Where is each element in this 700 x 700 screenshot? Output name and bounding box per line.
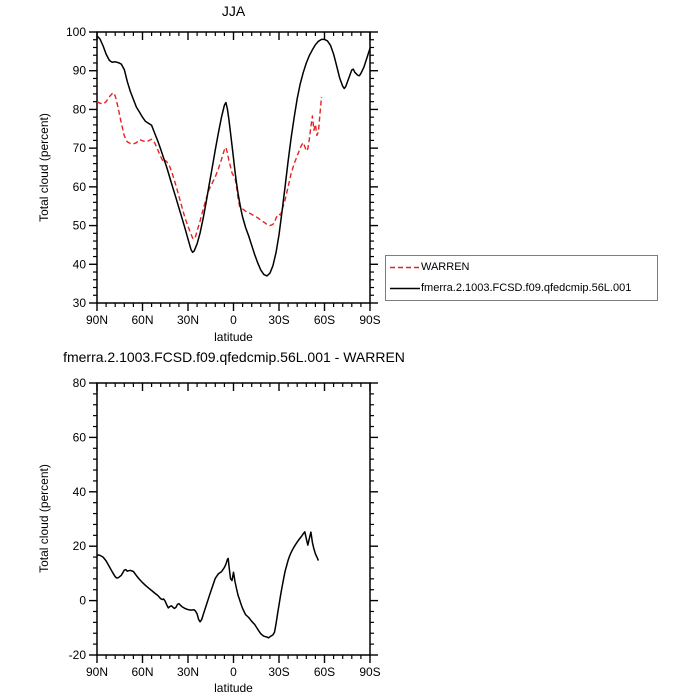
y-tick-label: 0 [79,594,86,608]
top-y-axis-label: Total cloud (percent) [37,113,51,222]
x-tick-label: 60S [314,313,335,327]
y-tick-label: -20 [69,648,87,662]
dashed-line-sample-icon [390,266,420,269]
series-line-fmerra-2-1003-fcsd-f09-qfedcmip-56l-001 [96,35,371,277]
x-tick-label: 30N [177,313,199,327]
y-tick-label: 30 [73,296,87,310]
bottom-chart-title: fmerra.2.1003.FCSD.f09.qfedcmip.56L.001 … [63,349,405,365]
top-x-axis-label: latitude [214,330,253,344]
y-tick-label: 70 [73,141,87,155]
x-tick-label: 60N [131,665,153,679]
x-tick-label: 90S [359,665,380,679]
legend-box: WARREN fmerra.2.1003.FCSD.f09.qfedcmip.5… [385,255,658,301]
legend-item-warren: WARREN [386,257,657,278]
y-tick-label: 80 [73,376,87,390]
legend-item-model: fmerra.2.1003.FCSD.f09.qfedcmip.56L.001 [386,278,657,299]
y-tick-label: 100 [66,25,86,39]
y-tick-label: 40 [73,485,87,499]
x-tick-label: 60S [314,665,335,679]
x-tick-label: 30N [177,665,199,679]
y-tick-label: 20 [73,539,87,553]
bottom-y-axis-label: Total cloud (percent) [37,464,51,573]
axis-box [96,382,371,656]
y-tick-label: 80 [73,102,87,116]
top-chart-title: JJA [221,3,246,19]
solid-line-sample-icon [390,287,420,290]
x-tick-label: 0 [230,665,237,679]
x-tick-label: 90S [359,313,380,327]
series-line-fmerra-2-1003-fcsd-f09-qfedcmip-56l-001- [96,531,320,639]
y-tick-label: 50 [73,219,87,233]
y-tick-label: 60 [73,180,87,194]
x-tick-label: 30S [268,313,289,327]
legend-label-model: fmerra.2.1003.FCSD.f09.qfedcmip.56L.001 [421,282,632,294]
axis-box [96,31,371,304]
y-tick-label: 60 [73,430,87,444]
y-tick-label: 40 [73,257,87,271]
x-tick-label: 0 [230,313,237,327]
bottom-x-axis-label: latitude [214,681,253,695]
y-tick-label: 90 [73,64,87,78]
legend-label-warren: WARREN [421,261,470,273]
x-tick-label: 90N [86,313,108,327]
x-tick-label: 60N [131,313,153,327]
x-tick-label: 90N [86,665,108,679]
x-tick-label: 30S [268,665,289,679]
series-line-warren [96,92,323,240]
